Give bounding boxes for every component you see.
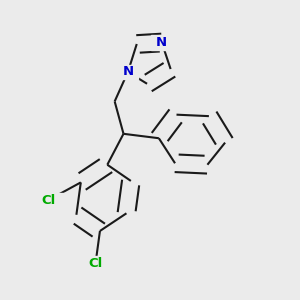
Bar — [152, 35, 172, 50]
Bar — [32, 193, 64, 207]
Bar — [118, 64, 138, 79]
Text: Cl: Cl — [88, 257, 103, 270]
Text: N: N — [122, 65, 134, 79]
Bar — [79, 256, 112, 271]
Text: N: N — [156, 36, 167, 49]
Text: Cl: Cl — [41, 194, 56, 207]
